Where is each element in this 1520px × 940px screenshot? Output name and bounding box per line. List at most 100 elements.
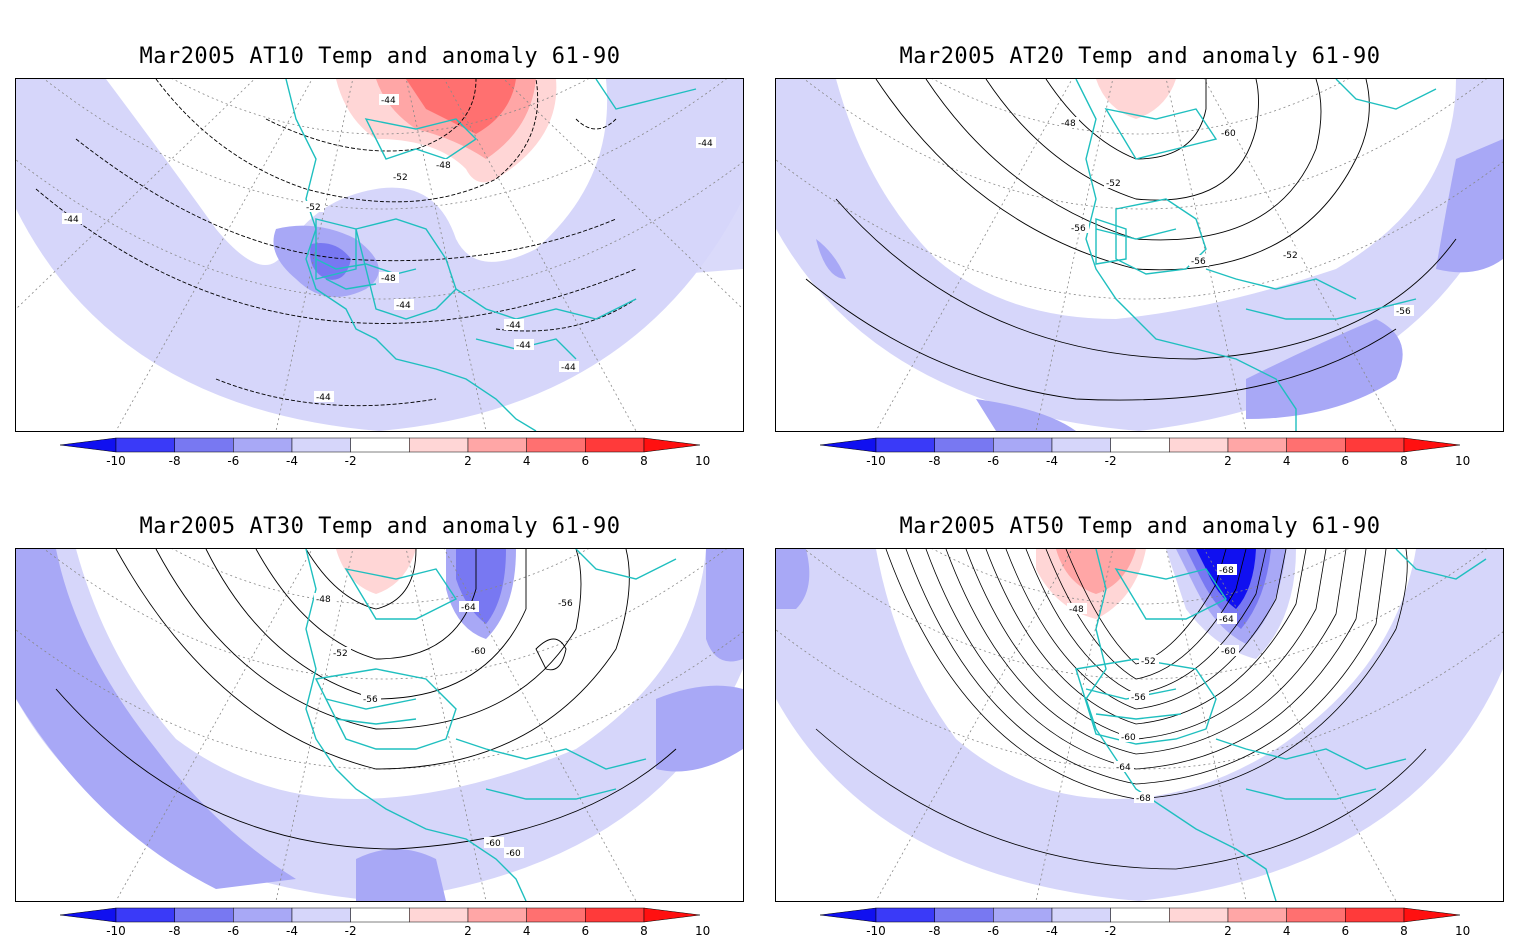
colorbar-tick-label: 6 <box>582 924 590 938</box>
colorbar-at50: -10 -8 -6 -4 -2 2 4 6 8 10 <box>819 907 1480 938</box>
colorbar-tick-label: 10 <box>695 454 710 468</box>
contour-label: -60 <box>1221 647 1236 657</box>
colorbar-box <box>1345 437 1405 453</box>
colorbar-box <box>1169 907 1229 923</box>
colorbar-box <box>467 437 527 453</box>
contour-label: -60 <box>506 849 521 859</box>
colorbar-box <box>1110 437 1170 453</box>
colorbar-box <box>233 437 293 453</box>
colorbar-arrow-high <box>1403 907 1461 923</box>
colorbar-box <box>993 907 1053 923</box>
colorbar-tick-label: -4 <box>1046 924 1058 938</box>
contour-label: -48 <box>1069 605 1084 615</box>
panel-title-at20: Mar2005 AT20 Temp and anomaly 61-90 <box>899 44 1381 69</box>
contour-label: -44 <box>316 393 331 403</box>
colorbar-arrow-high <box>1403 437 1461 453</box>
colorbar-tick-label: 8 <box>1400 454 1408 468</box>
colorbar-box <box>174 907 234 923</box>
colorbar-at20: -10 -8 -6 -4 -2 2 4 6 8 10 <box>819 437 1480 468</box>
colorbar-svg: -10 -8 -6 -4 -2 2 4 6 8 10 <box>819 907 1470 938</box>
colorbar-box <box>115 437 175 453</box>
contour-label: -56 <box>1131 693 1146 703</box>
colorbar-box <box>174 437 234 453</box>
contour-label: -44 <box>698 139 713 149</box>
map-canvas: -68 -48 -64 -52 -60 -56 -60 -64 -68 <box>776 549 1503 901</box>
colorbar-tick-label: -8 <box>929 924 941 938</box>
contour-label: -48 <box>1061 119 1076 129</box>
contour-label: -44 <box>506 321 521 331</box>
colorbar-box <box>934 437 994 453</box>
contour-label: -52 <box>1106 179 1121 189</box>
colorbar-tick-label: 4 <box>523 454 531 468</box>
contour-label: -64 <box>461 603 476 613</box>
colorbar-box <box>350 907 410 923</box>
colorbar-tick-label: -10 <box>866 924 886 938</box>
contour-label: -44 <box>381 96 396 106</box>
colorbar-tick-label: -6 <box>987 924 999 938</box>
colorbar-box <box>585 437 645 453</box>
colorbar-box <box>291 907 351 923</box>
contour-label: -60 <box>486 839 501 849</box>
colorbar-tick-label: 4 <box>523 924 531 938</box>
colorbar-tick-label: -6 <box>987 454 999 468</box>
colorbar-tick-label: 6 <box>1342 454 1350 468</box>
colorbar-tick-label: -6 <box>227 454 239 468</box>
colorbar-box <box>409 437 469 453</box>
colorbar-box <box>993 437 1053 453</box>
contour-label: -68 <box>1136 794 1151 804</box>
colorbar-svg: -10 -8 -6 -4 -2 2 4 6 8 10 <box>59 907 710 938</box>
colorbar-tick-label: 8 <box>640 454 648 468</box>
colorbar-tick-label: -2 <box>345 924 357 938</box>
map-canvas: -44 -48 -52 -52 -44 -48 -44 -44 -44 -44 … <box>16 79 743 431</box>
colorbar-tick-label: 2 <box>1224 454 1232 468</box>
contour-label: -52 <box>1283 251 1298 261</box>
contour-label: -52 <box>306 203 321 213</box>
colorbar-tick-label: 10 <box>1455 924 1470 938</box>
colorbar-tick-label: -4 <box>1046 454 1058 468</box>
colorbar-box <box>1286 437 1346 453</box>
contour-label: -60 <box>1121 733 1136 743</box>
map-at10: -44 -48 -52 -52 -44 -48 -44 -44 -44 -44 … <box>15 78 744 432</box>
colorbar-tick-label: -8 <box>169 454 181 468</box>
contour-label: -48 <box>436 161 451 171</box>
map-at50: -68 -48 -64 -52 -60 -56 -60 -64 -68 <box>775 548 1504 902</box>
colorbar-tick-label: 4 <box>1283 924 1291 938</box>
colorbar-box <box>1169 437 1229 453</box>
map-canvas: -48 -60 -52 -56 -56 -52 -56 <box>776 79 1503 431</box>
colorbar-tick-label: -2 <box>345 454 357 468</box>
colorbar-tick-label: -10 <box>866 454 886 468</box>
colorbar-box <box>1227 437 1287 453</box>
colorbar-tick-label: -8 <box>929 454 941 468</box>
contour-label: -56 <box>1071 224 1086 234</box>
colorbar-arrow-low <box>819 907 877 923</box>
contour-label: -44 <box>561 363 576 373</box>
colorbar-box <box>526 437 586 453</box>
contour-label: -48 <box>316 595 331 605</box>
colorbar-tick-label: 8 <box>640 924 648 938</box>
colorbar-box <box>409 907 469 923</box>
colorbar-box <box>1227 907 1287 923</box>
contour-label: -44 <box>64 215 79 225</box>
colorbar-box <box>350 437 410 453</box>
colorbar-tick-label: 10 <box>1455 454 1470 468</box>
colorbar-arrow-high <box>643 907 701 923</box>
colorbar-tick-label: 2 <box>1224 924 1232 938</box>
colorbar-box <box>115 907 175 923</box>
contour-label: -64 <box>1116 763 1131 773</box>
colorbar-tick-label: -2 <box>1105 454 1117 468</box>
colorbar-tick-label: -4 <box>286 924 298 938</box>
colorbar-tick-label: 10 <box>695 924 710 938</box>
colorbar-box <box>934 907 994 923</box>
panel-title-at50: Mar2005 AT50 Temp and anomaly 61-90 <box>899 514 1381 539</box>
colorbar-box <box>526 907 586 923</box>
colorbar-tick-label: -10 <box>106 924 126 938</box>
colorbar-box <box>1286 907 1346 923</box>
colorbar-at10: -10 -8 -6 -4 -2 2 4 6 8 10 <box>59 437 720 468</box>
colorbar-tick-label: -8 <box>169 924 181 938</box>
colorbar-tick-label: -2 <box>1105 924 1117 938</box>
contour-label: -52 <box>393 173 408 183</box>
colorbar-tick-label: -6 <box>227 924 239 938</box>
colorbar-box <box>585 907 645 923</box>
colorbar-arrow-low <box>59 907 117 923</box>
contour-label: -48 <box>381 274 396 284</box>
